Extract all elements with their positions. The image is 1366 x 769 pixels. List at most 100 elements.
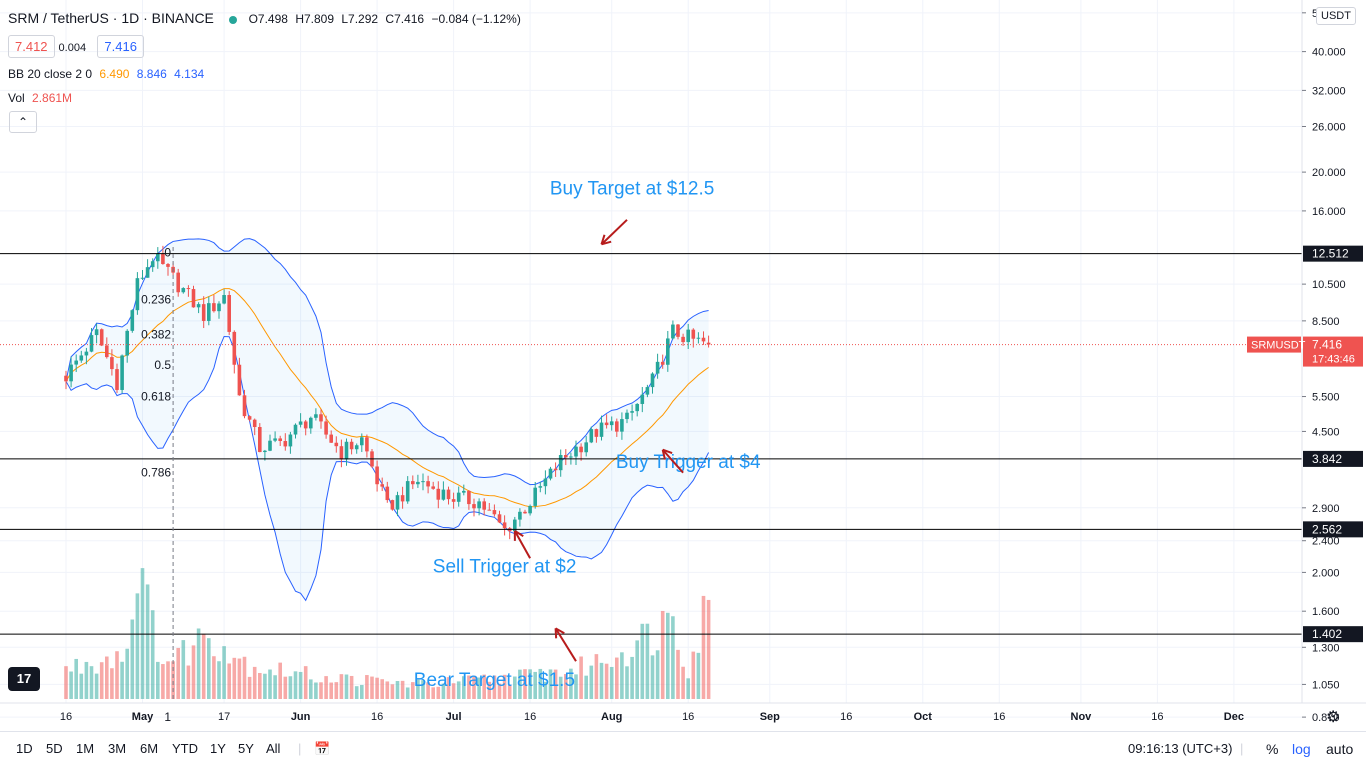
candle-body: [278, 438, 282, 441]
candle-body: [156, 254, 160, 261]
candle-body: [309, 418, 313, 429]
tradingview-logo: 17: [8, 667, 40, 691]
candle-body: [207, 303, 211, 321]
timeframe-6m[interactable]: 6M: [140, 741, 158, 756]
volume-bar: [375, 678, 379, 699]
candle-body: [437, 489, 441, 500]
percent-toggle[interactable]: %: [1266, 741, 1278, 757]
bb-label: BB 20 close 2 0: [8, 67, 92, 81]
volume-bar: [370, 677, 374, 699]
bear-target-label[interactable]: Bear Target at $1.5: [414, 670, 575, 691]
candle: [391, 500, 395, 511]
candle-body: [268, 441, 272, 451]
bar-countdown-label: 17:43:46: [1312, 354, 1355, 366]
bb-lower-value: 4.134: [174, 67, 204, 81]
volume-bar: [125, 649, 129, 699]
volume-bar: [151, 610, 155, 699]
volume-bar: [615, 658, 619, 699]
candle-body: [416, 482, 420, 484]
candle-body: [666, 338, 670, 364]
timeframe-3m[interactable]: 3M: [108, 741, 126, 756]
volume-bar: [258, 673, 262, 699]
candle-body: [559, 455, 563, 470]
candle-body: [549, 469, 553, 479]
candle-body: [702, 338, 706, 342]
timeframe-5y[interactable]: 5Y: [238, 741, 254, 756]
time-tick-label: Jul: [446, 711, 462, 723]
timeframe-ytd[interactable]: YTD: [172, 741, 198, 756]
gear-icon[interactable]: ⚙: [1326, 707, 1340, 727]
volume-bar: [161, 664, 165, 699]
candle-body: [329, 435, 333, 443]
candle-body: [467, 491, 471, 504]
sell-trigger-label[interactable]: Sell Trigger at $2: [433, 556, 577, 577]
candle: [192, 286, 196, 308]
timeframe-1m[interactable]: 1M: [76, 741, 94, 756]
candle-body: [498, 514, 502, 522]
volume-bar: [146, 584, 150, 699]
timeframe-1d[interactable]: 1D: [16, 741, 33, 756]
auto-toggle[interactable]: auto: [1326, 741, 1353, 757]
volume-bar: [340, 674, 344, 699]
fib-level-label: 0.5: [154, 358, 171, 372]
time-tick-label: 16: [371, 711, 383, 723]
clock[interactable]: 09:16:13 (UTC+3): [1128, 741, 1232, 756]
price-tick-label: 26.000: [1312, 122, 1346, 134]
candle-body: [146, 267, 150, 278]
arrow-head: [556, 628, 557, 638]
candle-body: [452, 499, 456, 502]
vol-legend[interactable]: Vol 2.861M: [8, 91, 76, 105]
price-axis[interactable]: 50.00040.00032.00026.00020.00016.00010.5…: [1302, 0, 1366, 731]
log-toggle[interactable]: log: [1292, 741, 1311, 757]
symbol-title[interactable]: SRM / TetherUS · 1D · BINANCE: [8, 10, 214, 26]
candle-body: [125, 331, 129, 356]
current-price-label: 7.416: [1312, 338, 1342, 352]
candle-body: [95, 329, 99, 335]
timeframe-1y[interactable]: 1Y: [210, 741, 226, 756]
volume-bar: [620, 652, 624, 699]
candle: [258, 423, 262, 452]
candle-body: [131, 310, 135, 331]
buy-target-label[interactable]: Buy Target at $12.5: [550, 178, 714, 199]
volume-bar: [299, 672, 303, 699]
volume-bar: [304, 666, 308, 699]
candle-body: [182, 288, 186, 292]
candle-body: [202, 304, 206, 321]
buy-trigger-label[interactable]: Buy Trigger at $4: [616, 452, 761, 473]
bb-legend[interactable]: BB 20 close 2 0 6.490 8.846 4.134: [8, 67, 208, 81]
timeframe-all[interactable]: All: [266, 741, 280, 756]
candle-body: [110, 357, 114, 369]
chevron-up-icon[interactable]: ⌃: [9, 111, 37, 133]
price-tick-label: 4.500: [1312, 426, 1340, 438]
volume-bar: [187, 666, 191, 699]
candle-body: [319, 414, 323, 421]
volume-bar: [350, 676, 354, 699]
volume-bar: [651, 655, 655, 699]
bid-price[interactable]: 7.412: [8, 35, 55, 58]
candle-body: [238, 365, 242, 396]
time-tick-label: Dec: [1224, 711, 1244, 723]
level-badge-label: 1.402: [1312, 627, 1342, 641]
volume-bar: [590, 666, 594, 699]
calendar-range-icon[interactable]: 📅: [314, 741, 330, 757]
candle-body: [518, 512, 522, 520]
volume-bar: [656, 650, 660, 699]
candle-body: [584, 442, 588, 452]
candle-body: [431, 486, 435, 488]
currency-unit-button[interactable]: USDT: [1316, 7, 1356, 25]
fib-level-label: 0.618: [141, 390, 171, 404]
volume-bar: [707, 600, 711, 699]
candle-body: [345, 442, 349, 460]
time-tick-label: 16: [840, 711, 852, 723]
volume-bar: [233, 658, 237, 699]
volume-bar: [329, 683, 333, 699]
ask-price[interactable]: 7.416: [97, 35, 144, 58]
candle-body: [554, 469, 558, 471]
candle-body: [421, 481, 425, 482]
price-tick-label: 10.500: [1312, 279, 1346, 291]
fib-level-label: 0: [164, 245, 171, 259]
timeframe-5d[interactable]: 5D: [46, 741, 63, 756]
